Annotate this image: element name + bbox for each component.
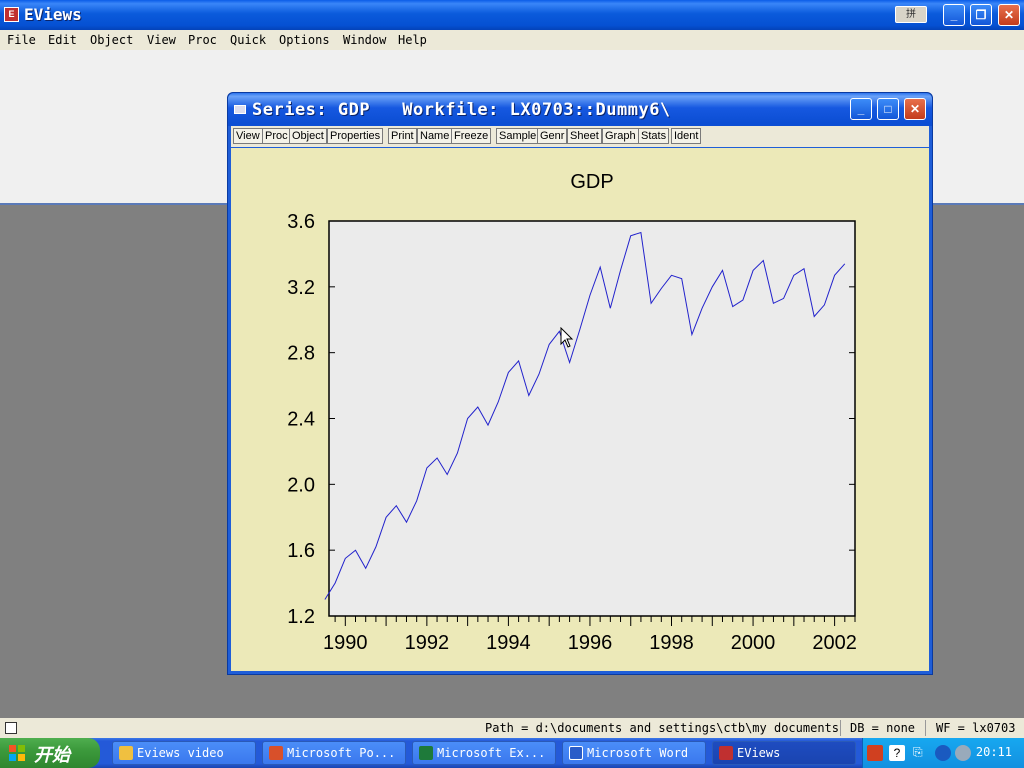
system-tray: ? ⎘ 20:11 — [862, 738, 1024, 768]
folder-icon — [119, 746, 133, 760]
toolbar-print-button[interactable]: Print — [388, 128, 417, 144]
toolbar-freeze-button[interactable]: Freeze — [451, 128, 492, 144]
status-checkbox[interactable] — [5, 722, 17, 734]
y-tick-label: 3.2 — [287, 277, 315, 299]
app-titlebar[interactable]: E EViews 拼 _ ❐ ✕ — [0, 0, 1024, 30]
tray-app-icon[interactable] — [867, 745, 883, 761]
powerpoint-icon — [269, 746, 283, 760]
start-label: 开始 — [34, 745, 70, 765]
menu-quick[interactable]: Quick — [230, 33, 267, 47]
toolbar-sheet-button[interactable]: Sheet — [567, 128, 602, 144]
help-icon[interactable]: ? — [889, 745, 905, 761]
task-eviews-video[interactable]: Eviews video — [112, 741, 256, 765]
start-button[interactable]: 开始 — [0, 738, 100, 768]
toolbar-view-button[interactable]: View — [233, 128, 263, 144]
task-powerpoint[interactable]: Microsoft Po... — [262, 741, 406, 765]
excel-icon — [419, 746, 433, 760]
menu-object[interactable]: Object — [90, 33, 134, 47]
toolbar-graph-button[interactable]: Graph — [602, 128, 639, 144]
toolbar-genr-button[interactable]: Genr — [537, 128, 568, 144]
status-path: Path = d:\documents and settings\ctb\my … — [485, 721, 840, 735]
toolbar-object-button[interactable]: Object — [289, 128, 327, 144]
task-label: EViews — [737, 746, 781, 760]
eviews-icon — [719, 746, 733, 760]
app-title: EViews — [24, 5, 82, 24]
speaker-icon[interactable] — [955, 745, 971, 761]
toolbar-sample-button[interactable]: Sample — [496, 128, 540, 144]
x-tick-label: 1998 — [649, 632, 694, 654]
restore-button[interactable]: ❐ — [970, 4, 992, 26]
menu-view[interactable]: View — [147, 33, 176, 47]
word-icon — [569, 746, 583, 760]
eviews-app-icon[interactable]: E — [4, 7, 19, 22]
back-arrow-icon[interactable] — [935, 745, 951, 761]
toolbar-ident-button[interactable]: Ident — [671, 128, 702, 144]
toolbar-name-button[interactable]: Name — [417, 128, 453, 144]
series-close-button[interactable]: ✕ — [904, 98, 926, 120]
menu-options[interactable]: Options — [279, 33, 330, 47]
clock: 20:11 — [975, 745, 1012, 759]
series-window-title: Series: GDP Workfile: LX0703::Dummy6\ — [252, 100, 671, 120]
x-tick-label: 1992 — [405, 632, 450, 654]
menu-bar: File Edit Object View Proc Quick Options… — [0, 30, 1024, 50]
y-tick-label: 2.4 — [287, 409, 315, 431]
menu-window[interactable]: Window — [343, 33, 387, 47]
series-toolbar: View Proc Object Properties Print Name F… — [231, 126, 929, 147]
windows-logo-icon — [9, 745, 25, 761]
x-tick-label: 2002 — [812, 632, 857, 654]
series-maximize-button[interactable]: □ — [877, 98, 899, 120]
y-tick-label: 1.6 — [287, 540, 315, 562]
menu-help[interactable]: Help — [398, 33, 427, 47]
menu-edit[interactable]: Edit — [48, 33, 77, 47]
series-window: Series: GDP Workfile: LX0703::Dummy6\ _ … — [227, 92, 933, 675]
series-minimize-button[interactable]: _ — [850, 98, 872, 120]
toolbar-stats-button[interactable]: Stats — [638, 128, 670, 144]
menu-proc[interactable]: Proc — [188, 33, 217, 47]
task-word[interactable]: Microsoft Word — [562, 741, 706, 765]
taskbar: 开始 Eviews video Microsoft Po... Microsof… — [0, 738, 1024, 768]
network-icon[interactable]: ⎘ — [913, 745, 923, 759]
task-label: Microsoft Word — [587, 746, 689, 760]
plot-area — [328, 220, 856, 617]
task-eviews[interactable]: EViews — [712, 741, 856, 765]
y-tick-label: 1.2 — [287, 606, 315, 628]
ime-icon[interactable]: 拼 — [895, 6, 927, 23]
chart-title: GDP — [570, 171, 613, 193]
x-tick-label: 1996 — [568, 632, 613, 654]
status-wf: WF = lx0703 — [936, 721, 1016, 735]
y-tick-label: 3.6 — [287, 211, 315, 233]
mouse-cursor-icon — [560, 327, 574, 348]
minimize-button[interactable]: _ — [943, 4, 965, 26]
task-excel[interactable]: Microsoft Ex... — [412, 741, 556, 765]
task-label: Microsoft Po... — [287, 746, 396, 760]
x-tick-label: 1994 — [486, 632, 531, 654]
toolbar-proc-button[interactable]: Proc — [262, 128, 291, 144]
status-bar: Path = d:\documents and settings\ctb\my … — [0, 718, 1024, 738]
graph-panel: GDP 1.2 1.6 2.0 2.4 2.8 3.2 3.6 1990 1992 1994 1996… — [231, 148, 929, 671]
gdp-series-line — [324, 231, 846, 600]
task-label: Eviews video — [137, 746, 224, 760]
x-tick-label: 1990 — [323, 632, 368, 654]
menu-file[interactable]: File — [7, 33, 36, 47]
y-tick-label: 2.0 — [287, 474, 315, 496]
series-titlebar[interactable]: Series: GDP Workfile: LX0703::Dummy6\ _ … — [228, 93, 932, 126]
task-label: Microsoft Ex... — [437, 746, 546, 760]
toolbar-properties-button[interactable]: Properties — [327, 128, 384, 144]
status-db: DB = none — [850, 721, 916, 735]
y-tick-label: 2.8 — [287, 343, 315, 365]
x-tick-label: 2000 — [731, 632, 776, 654]
window-icon[interactable] — [234, 105, 246, 114]
gdp-line-chart: GDP 1.2 1.6 2.0 2.4 2.8 3.2 3.6 1990 1992 1994 1996… — [287, 171, 857, 654]
close-button[interactable]: ✕ — [998, 4, 1020, 26]
